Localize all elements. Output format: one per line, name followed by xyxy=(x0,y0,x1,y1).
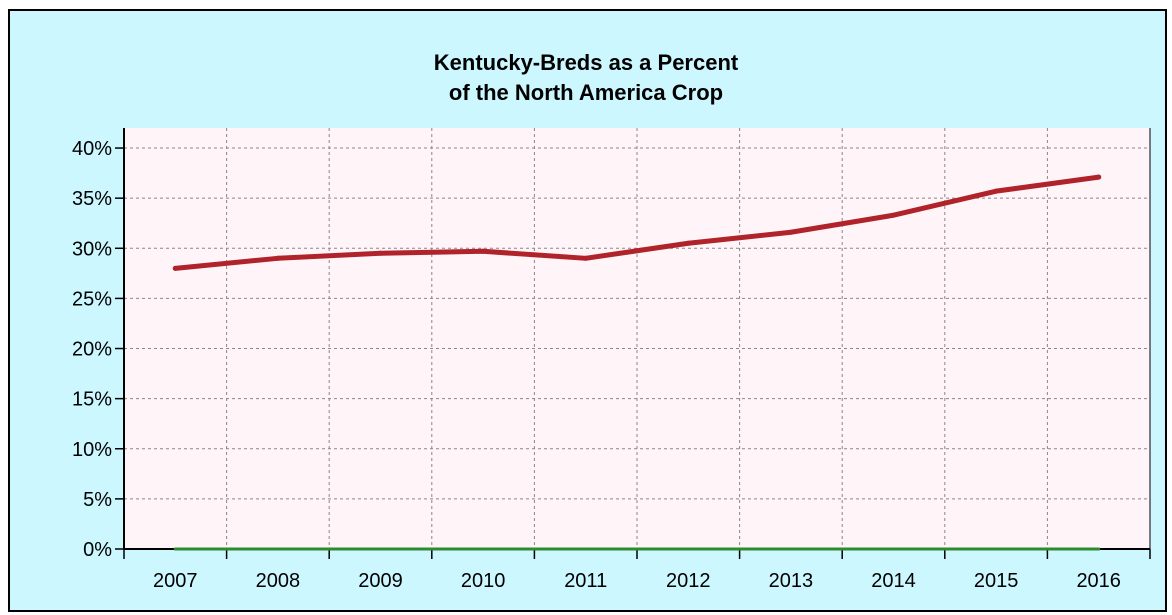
data-point-s0-2014 xyxy=(891,212,896,218)
x-tick-label: 2016 xyxy=(1076,570,1121,592)
data-point-s1-2015 xyxy=(994,547,998,551)
chart-title-line-1: Kentucky-Breds as a Percent xyxy=(433,50,739,75)
x-tick-label: 2011 xyxy=(564,570,607,592)
data-point-s0-2015 xyxy=(993,188,999,194)
x-tick-label: 2015 xyxy=(974,570,1019,592)
series-line-0 xyxy=(172,174,1102,271)
x-tick-label: 2012 xyxy=(666,570,711,592)
y-tick-label: 35% xyxy=(72,188,112,210)
y-tick-label: 15% xyxy=(72,389,112,411)
y-tick-label: 5% xyxy=(83,489,112,511)
data-point-s0-2011 xyxy=(583,255,589,261)
data-point-s0-2012 xyxy=(685,240,691,246)
y-tick-label: 30% xyxy=(72,238,112,260)
y-tick-label: 25% xyxy=(72,288,112,310)
data-point-s0-2007 xyxy=(172,265,178,271)
x-tick-label: 2010 xyxy=(461,570,506,592)
data-point-s0-2010 xyxy=(480,248,486,254)
data-point-s1-2010 xyxy=(481,547,485,551)
data-point-s1-2011 xyxy=(584,547,588,551)
data-point-s0-2016 xyxy=(1096,174,1102,180)
y-tick-label: 0% xyxy=(83,539,112,561)
data-point-s1-2009 xyxy=(379,547,382,551)
data-point-s1-2013 xyxy=(789,547,793,551)
data-point-s0-2008 xyxy=(275,255,281,261)
x-tick-label: 2014 xyxy=(871,570,916,592)
chart-title: Kentucky-Breds as a Percent of the North… xyxy=(0,48,1172,108)
x-tick-label: 2007 xyxy=(153,570,198,592)
y-tick-label: 10% xyxy=(72,439,112,461)
data-point-s1-2016 xyxy=(1097,547,1101,551)
data-point-s1-2008 xyxy=(276,547,280,551)
x-tick-label: 2008 xyxy=(256,570,301,592)
data-point-s0-2013 xyxy=(788,229,794,235)
x-tick-label: 2013 xyxy=(769,570,814,592)
data-point-s1-2007 xyxy=(173,547,177,551)
x-tick-label: 2009 xyxy=(358,570,403,592)
data-point-s1-2012 xyxy=(686,547,690,551)
data-point-s0-2009 xyxy=(378,250,383,256)
data-point-s1-2014 xyxy=(892,547,895,551)
y-tick-label: 20% xyxy=(72,339,112,361)
y-tick-label: 40% xyxy=(72,138,112,160)
chart-title-line-2: of the North America Crop xyxy=(448,80,724,105)
